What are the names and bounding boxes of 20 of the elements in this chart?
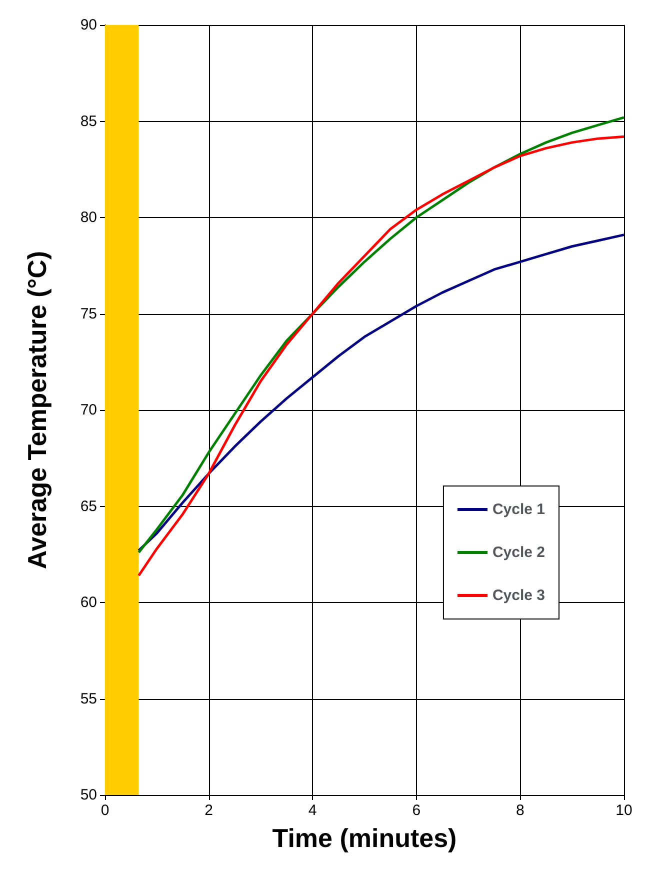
legend-label: Cycle 3 xyxy=(492,587,546,604)
y-tick-label: 75 xyxy=(80,305,97,322)
y-tick-label: 80 xyxy=(80,209,97,226)
legend-label: Cycle 1 xyxy=(492,501,546,518)
x-tick-label: 10 xyxy=(616,802,632,819)
y-tick-label: 65 xyxy=(80,498,97,515)
x-tick-label: 6 xyxy=(412,802,421,819)
x-tick-label: 8 xyxy=(516,802,524,819)
x-tick-label: 0 xyxy=(100,802,110,819)
x-axis-title: Time (minutes) xyxy=(272,823,457,853)
y-tick-label: 55 xyxy=(80,690,97,708)
y-tick-label: 60 xyxy=(80,594,97,611)
y-tick-label: 90 xyxy=(80,16,97,34)
legend-label: Cycle 2 xyxy=(492,544,546,561)
x-tick-label: 2 xyxy=(204,802,213,819)
y-axis-title: Average Temperature (°C) xyxy=(22,250,52,570)
y-tick-label: 50 xyxy=(80,786,97,804)
x-tick-label: 4 xyxy=(308,802,317,819)
y-tick-label: 70 xyxy=(80,402,97,418)
y-tick-label: 85 xyxy=(80,112,97,130)
